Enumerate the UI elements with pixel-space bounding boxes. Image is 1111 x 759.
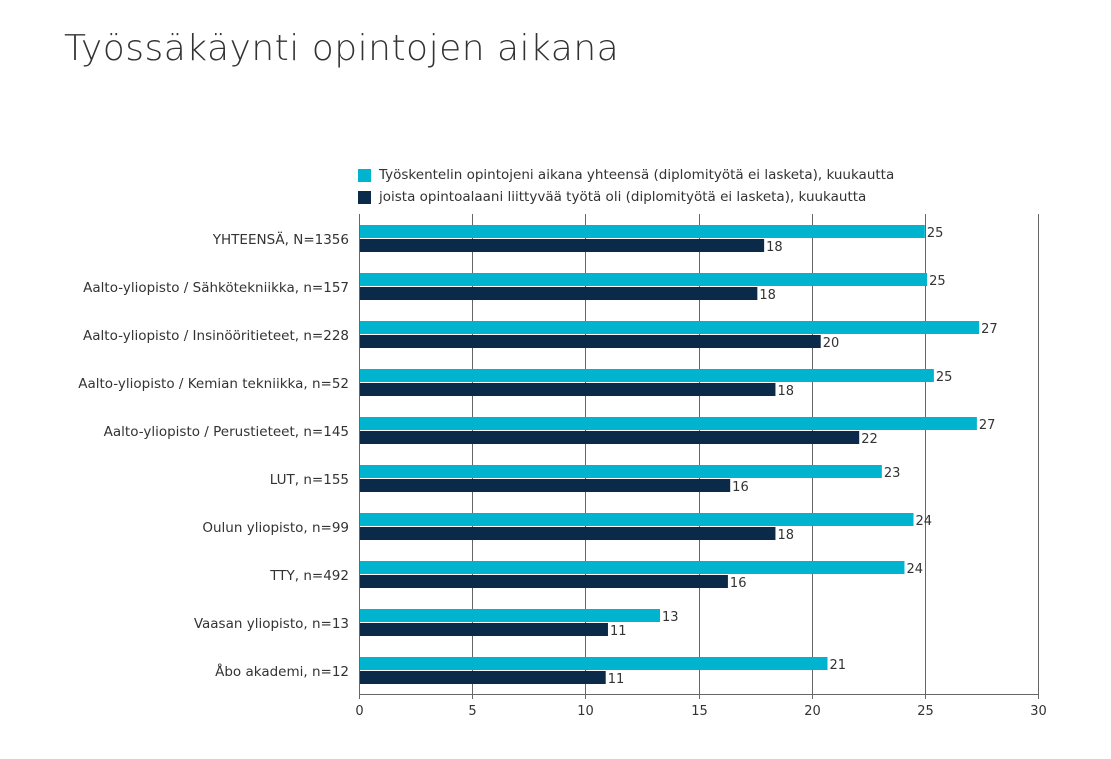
bar-series2	[360, 335, 821, 348]
bar-series2	[360, 239, 765, 252]
bar-series2	[360, 527, 776, 540]
legend-swatch-series1	[358, 168, 371, 182]
x-tick-label-15: 15	[691, 704, 708, 719]
x-tick-label-25: 25	[917, 704, 934, 719]
bar-series2	[360, 287, 758, 300]
data-label-series2: 16	[732, 480, 749, 495]
chart-title: Työssäkäynti opintojen aikana	[64, 28, 620, 69]
data-label-series1: 25	[936, 370, 953, 385]
bar-series1	[360, 273, 928, 286]
data-label-series1: 23	[884, 466, 901, 481]
bar-series1	[360, 369, 934, 382]
bar-series2	[360, 479, 731, 492]
data-label-series2: 18	[777, 528, 794, 543]
category-label: Åbo akademi, n=12	[215, 663, 349, 680]
bar-series2	[360, 383, 776, 396]
bar-series2	[360, 431, 860, 444]
bar-series1	[360, 513, 914, 526]
legend-item-series1: Työskentelin opintojeni aikana yhteensä …	[358, 164, 894, 186]
bar-series2	[360, 671, 606, 684]
category-label: Aalto-yliopisto / Insinööritieteet, n=22…	[83, 328, 349, 344]
bar-series2	[360, 623, 608, 636]
data-label-series2: 16	[730, 576, 747, 591]
bar-series1	[360, 417, 977, 430]
data-label-series1: 24	[906, 562, 923, 577]
bar-series2	[360, 575, 728, 588]
legend-item-series2: joista opintoalaani liittyvää työtä oli …	[358, 186, 894, 208]
legend-label-series1: Työskentelin opintojeni aikana yhteensä …	[379, 167, 895, 183]
x-tick-label-10: 10	[577, 704, 594, 719]
category-label: LUT, n=155	[270, 472, 349, 488]
category-label: Vaasan yliopisto, n=13	[194, 616, 349, 632]
data-label-series1: 27	[981, 322, 998, 337]
data-label-series2: 18	[777, 384, 794, 399]
category-label: YHTEENSÄ, N=1356	[212, 230, 349, 248]
x-tick-label-5: 5	[468, 704, 476, 719]
x-tick-label-20: 20	[804, 704, 821, 719]
category-label: Oulun yliopisto, n=99	[202, 520, 349, 536]
data-label-series1: 25	[929, 274, 946, 289]
data-label-series2: 11	[610, 624, 627, 639]
bar-series1	[360, 561, 905, 574]
data-label-series1: 13	[662, 610, 679, 625]
category-label: Aalto-yliopisto / Sähkötekniikka, n=157	[83, 280, 349, 296]
x-tick-label-0: 0	[355, 704, 363, 719]
bar-series1	[360, 321, 980, 334]
bar-series1	[360, 225, 925, 238]
data-label-series2: 22	[861, 432, 878, 447]
bar-series1	[360, 465, 882, 478]
data-label-series2: 11	[608, 672, 625, 687]
category-label: Aalto-yliopisto / Perustieteet, n=145	[104, 424, 349, 440]
data-label-series2: 18	[759, 288, 776, 303]
data-label-series2: 18	[766, 240, 783, 255]
data-label-series1: 24	[916, 514, 933, 529]
data-label-series1: 27	[979, 418, 996, 433]
data-label-series1: 21	[830, 658, 847, 673]
legend-swatch-series2	[358, 190, 371, 204]
bar-series1	[360, 657, 828, 670]
legend: Työskentelin opintojeni aikana yhteensä …	[358, 164, 894, 208]
category-label: Aalto-yliopisto / Kemian tekniikka, n=52	[78, 376, 349, 392]
data-label-series2: 20	[823, 336, 840, 351]
bar-series1	[360, 609, 661, 622]
data-label-series1: 25	[927, 226, 944, 241]
legend-label-series2: joista opintoalaani liittyvää työtä oli …	[379, 189, 867, 205]
category-label: TTY, n=492	[269, 568, 349, 584]
x-tick-label-30: 30	[1030, 704, 1047, 719]
